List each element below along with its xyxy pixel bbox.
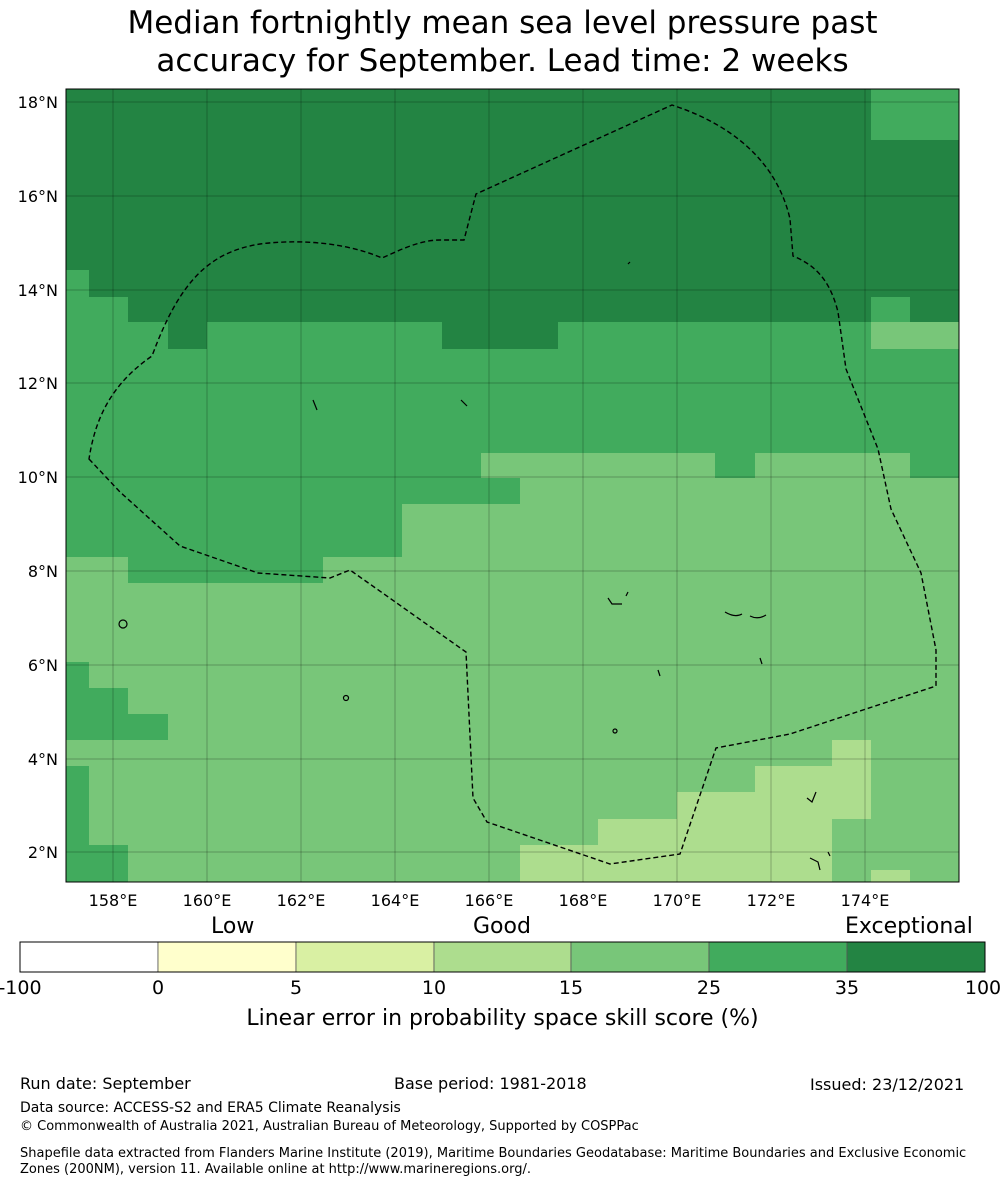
colorbar-tick: 5	[289, 977, 303, 999]
lat-tick-label: 4°N	[28, 750, 58, 769]
lon-tick-label: 158°E	[89, 891, 138, 910]
cell-region	[910, 453, 959, 478]
colorbar-swatch	[846, 941, 986, 973]
data-source: Data source: ACCESS-S2 and ERA5 Climate …	[20, 1100, 401, 1116]
lat-tick-label: 16°N	[18, 187, 58, 206]
colorbar-swatch	[295, 941, 435, 973]
colorbar-swatch	[708, 941, 848, 973]
map-title: Median fortnightly mean sea level pressu…	[0, 4, 1005, 80]
colorbar-swatch	[433, 941, 572, 973]
cell-region	[66, 89, 959, 349]
colorbar-swatch	[19, 941, 159, 973]
eez-boundary	[88, 104, 937, 865]
issued-date: Issued: 23/12/2021	[810, 1075, 965, 1094]
colorbar-tick: 0	[151, 977, 165, 999]
colorbar-tick: 25	[696, 977, 722, 999]
lat-tick-label: 18°N	[18, 93, 58, 112]
colorbar-label-exceptional: Exceptional	[845, 914, 973, 939]
title-line-1: Median fortnightly mean sea level pressu…	[127, 5, 878, 41]
lat-tick-label: 6°N	[28, 656, 58, 675]
colorbar-title: Linear error in probability space skill …	[246, 1006, 759, 1031]
longitude-labels: 158°E 160°E 162°E 164°E 166°E 168°E 170°E 172°E…	[89, 891, 890, 910]
cell-region	[871, 870, 910, 882]
colorbar-swatch	[570, 941, 710, 973]
lat-tick-label: 10°N	[18, 468, 58, 487]
colorbar-label-good: Good	[473, 914, 531, 939]
lon-tick-label: 164°E	[371, 891, 420, 910]
lat-tick-label: 12°N	[18, 374, 58, 393]
lon-tick-label: 160°E	[183, 891, 232, 910]
lon-tick-label: 162°E	[277, 891, 326, 910]
latitude-labels: 2°N 4°N 6°N 8°N 10°N 12°N 14°N 16°N 18°N	[18, 93, 58, 862]
colorbar-outline	[19, 941, 986, 973]
run-date: Run date: September	[20, 1074, 191, 1093]
colorbar-swatch	[157, 941, 297, 973]
colorbar-tick: 10	[421, 977, 447, 999]
cell-region	[832, 819, 871, 882]
cell-region	[871, 89, 959, 140]
colorbar-tick: 35	[834, 977, 860, 999]
cell-region	[715, 453, 755, 478]
base-period: Base period: 1981-2018	[394, 1074, 587, 1093]
map-frame	[65, 88, 960, 883]
lon-tick-label: 172°E	[747, 891, 796, 910]
copyright: © Commonwealth of Australia 2021, Austra…	[20, 1119, 639, 1134]
lon-tick-label: 166°E	[465, 891, 514, 910]
skill-score-grid	[66, 89, 959, 882]
colorbar-tick: 100	[964, 977, 1002, 999]
colorbar-label-low: Low	[211, 914, 255, 939]
lon-tick-label: 174°E	[841, 891, 890, 910]
lon-tick-label: 170°E	[653, 891, 702, 910]
lat-tick-label: 8°N	[28, 562, 58, 581]
cell-region	[66, 662, 168, 740]
cell-region	[520, 740, 871, 882]
islands	[118, 261, 831, 871]
lon-tick-label: 168°E	[559, 891, 608, 910]
title-line-2: accuracy for September. Lead time: 2 wee…	[156, 43, 849, 79]
colorbar-tick: 15	[558, 977, 584, 999]
colorbar	[19, 941, 986, 973]
colorbar-tick: -100	[0, 977, 42, 999]
cell-region	[66, 349, 959, 583]
lat-tick-label: 2°N	[28, 843, 58, 862]
graticule	[66, 89, 959, 882]
shapefile-credit: Shapefile data extracted from Flanders M…	[20, 1146, 967, 1177]
lat-tick-label: 14°N	[18, 281, 58, 300]
cell-region	[66, 766, 128, 882]
